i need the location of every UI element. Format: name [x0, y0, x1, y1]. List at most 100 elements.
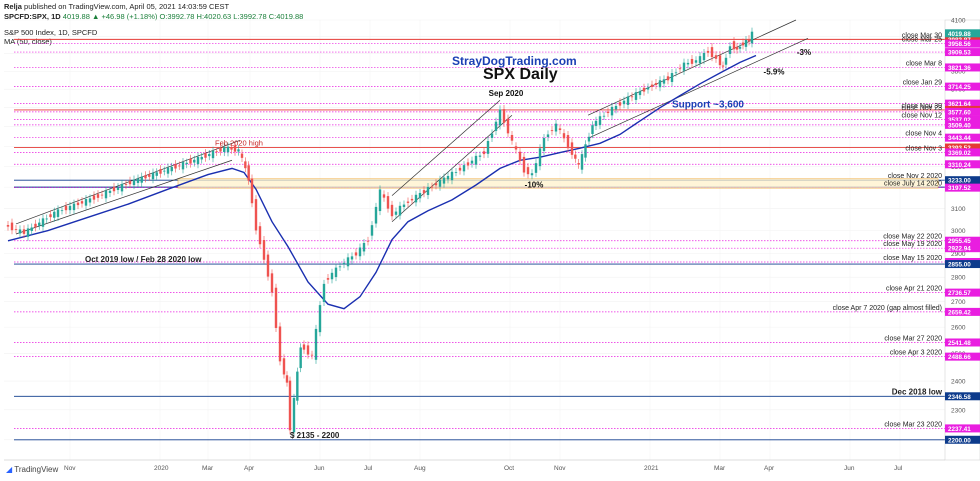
- candle-body: [732, 41, 736, 50]
- candle-body: [306, 345, 310, 355]
- candle-body: [698, 56, 702, 64]
- candle-body: [250, 178, 254, 204]
- candle-body: [666, 76, 670, 81]
- candle-body: [614, 105, 618, 110]
- last-price-tag: [945, 29, 980, 38]
- candle-body: [566, 135, 570, 149]
- candle-body: [378, 189, 382, 212]
- price-tick-label: 2600: [951, 325, 966, 332]
- level-lines: [14, 38, 945, 441]
- candle-body: [120, 183, 124, 192]
- level-label: close Apr 7 2020 (gap almost filled): [833, 305, 942, 312]
- channel-line: [15, 159, 233, 235]
- candle-body: [434, 183, 438, 186]
- candle-body: [534, 163, 538, 173]
- candle-body: [266, 254, 270, 277]
- candle-body: [314, 328, 318, 360]
- candle-body: [518, 151, 522, 161]
- price-tag-label: 2541.48: [948, 340, 971, 347]
- candle-body: [530, 173, 534, 176]
- candle-body: [398, 205, 402, 216]
- candle-body: [226, 146, 230, 153]
- candle-body: [302, 344, 306, 350]
- price-tag-label: 3821.36: [948, 65, 971, 72]
- candle-body: [747, 39, 751, 42]
- candle-body: [570, 142, 574, 155]
- price-tick-label: 3800: [951, 69, 966, 76]
- candle-body: [682, 62, 686, 71]
- chart-annotation: Sep 2020: [489, 89, 524, 98]
- level-label: close Mar 8: [906, 60, 942, 67]
- candle-body: [442, 177, 446, 184]
- candle-body: [88, 198, 92, 203]
- candle-body: [610, 106, 614, 116]
- candle-body: [189, 158, 192, 164]
- candle-body: [714, 55, 718, 59]
- candle-body: [278, 326, 282, 362]
- price-tag: [945, 35, 980, 44]
- level-label: close Mar 23 2020: [884, 421, 942, 428]
- candle-body: [414, 194, 418, 203]
- candle-body: [702, 52, 706, 61]
- price-tag: [945, 424, 980, 433]
- candle-body: [710, 47, 714, 58]
- candle-body: [587, 136, 591, 142]
- candle-body: [254, 199, 258, 231]
- chart-annotation: Support ~3,600: [672, 100, 744, 111]
- candle-body: [386, 196, 390, 209]
- candle-body: [72, 203, 76, 211]
- candle-body: [738, 46, 742, 49]
- candle-body: [155, 172, 158, 176]
- candle-body: [538, 148, 542, 167]
- level-label: close Nov 12: [902, 113, 943, 120]
- price-tag-label: 3909.53: [948, 50, 971, 57]
- candle-body: [49, 214, 52, 218]
- time-tick-label: Jun: [314, 465, 325, 472]
- level-label: close Jan 29: [903, 80, 942, 87]
- candle-body: [450, 171, 454, 181]
- time-tick-label: Mar: [714, 465, 726, 472]
- candle-body: [650, 84, 654, 87]
- level-label: close Nov 4: [905, 131, 942, 138]
- candle-body: [346, 257, 350, 267]
- tradingview-icon: ◢: [6, 465, 13, 474]
- candle-body: [193, 159, 196, 163]
- candle-body: [56, 209, 60, 217]
- price-tick-label: 3000: [951, 228, 966, 235]
- price-tag-label: 3233.00: [948, 178, 971, 185]
- candle-body: [422, 190, 426, 194]
- candle-body: [185, 162, 188, 165]
- candle-body: [694, 60, 698, 63]
- candle-body: [330, 272, 334, 280]
- time-tick-label: Aug: [414, 465, 426, 472]
- candle-body: [68, 205, 72, 211]
- candle-body: [258, 226, 262, 245]
- level-label: close May 22 2020: [883, 234, 942, 241]
- indicator-legend[interactable]: MA (50, close): [4, 37, 52, 46]
- candle-body: [482, 151, 486, 155]
- price-tag-label: 3443.44: [948, 135, 971, 142]
- price-tag: [945, 176, 980, 185]
- candle-body: [80, 201, 84, 204]
- candle-body: [506, 118, 510, 134]
- candle-body: [486, 141, 490, 154]
- time-tick-label: Apr: [764, 465, 775, 472]
- candle-body: [410, 198, 414, 201]
- time-tick-label: Jun: [844, 465, 855, 472]
- price-tag: [945, 307, 980, 316]
- candle-body: [750, 31, 754, 44]
- candle-body: [140, 176, 143, 183]
- candle-body: [728, 46, 732, 55]
- price-tag-label: 2200.00: [948, 437, 971, 444]
- symbol-name: SPCFD:SPX, 1D: [4, 12, 61, 21]
- candle-body: [678, 68, 682, 70]
- candle-body: [374, 206, 378, 224]
- author-name: Relja: [4, 2, 22, 11]
- candle-body: [574, 154, 577, 159]
- candle-body: [577, 163, 580, 165]
- candle-body: [215, 151, 218, 153]
- candle-body: [630, 96, 634, 98]
- candle-body: [646, 87, 650, 90]
- candle-body: [148, 174, 151, 177]
